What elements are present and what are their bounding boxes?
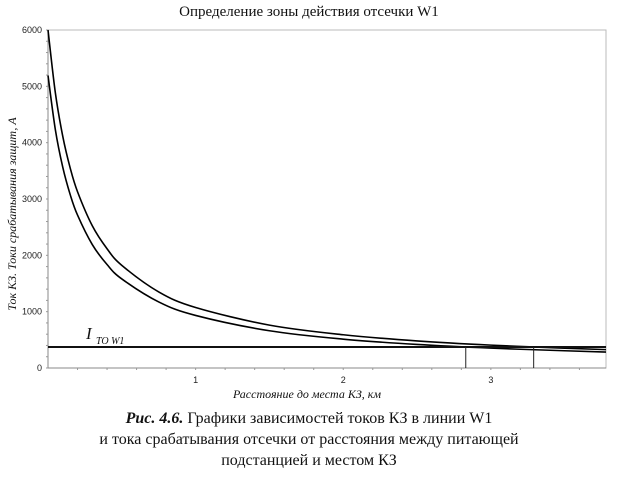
caption-text-1: Графики зависимостей токов КЗ в линии W1 [183,410,493,427]
x-tick-label: 1 [193,375,198,385]
caption-line-3: подстанцией и местом КЗ [221,452,397,469]
series-line-1 [47,29,607,351]
x-axis-label: Расстояние до места КЗ, км [232,387,381,401]
chart-plot: 0 1000 2000 3000 4000 5000 6000 1 2 3 Расстояние д… [5,25,607,401]
y-tick-label: 1000 [22,307,42,317]
x-tick-label: 2 [341,375,346,385]
caption-line-2: и тока срабатывания отсечки от расстояни… [99,431,519,448]
x-tick-label: 3 [488,375,493,385]
y-tick-label: 4000 [22,138,42,148]
y-axis-label: Ток КЗ. Токи срабатывания защит, А [5,117,19,311]
y-tick-label: 0 [37,363,42,373]
threshold-label: I [85,324,93,343]
y-tick-label: 6000 [22,25,42,35]
y-tick-label: 5000 [22,81,42,91]
caption-line-1: Рис. 4.6. Графики зависимостей токов КЗ … [0,409,618,428]
chart-title: Определение зоны действия отсечки W1 [179,4,439,20]
plot-frame [47,29,607,369]
threshold-label-sub: TO W1 [96,336,124,347]
caption-fig-label: Рис. 4.6. [125,410,184,427]
y-tick-label: 2000 [22,250,42,260]
y-tick-label: 3000 [22,194,42,204]
series-line-2 [47,75,607,353]
